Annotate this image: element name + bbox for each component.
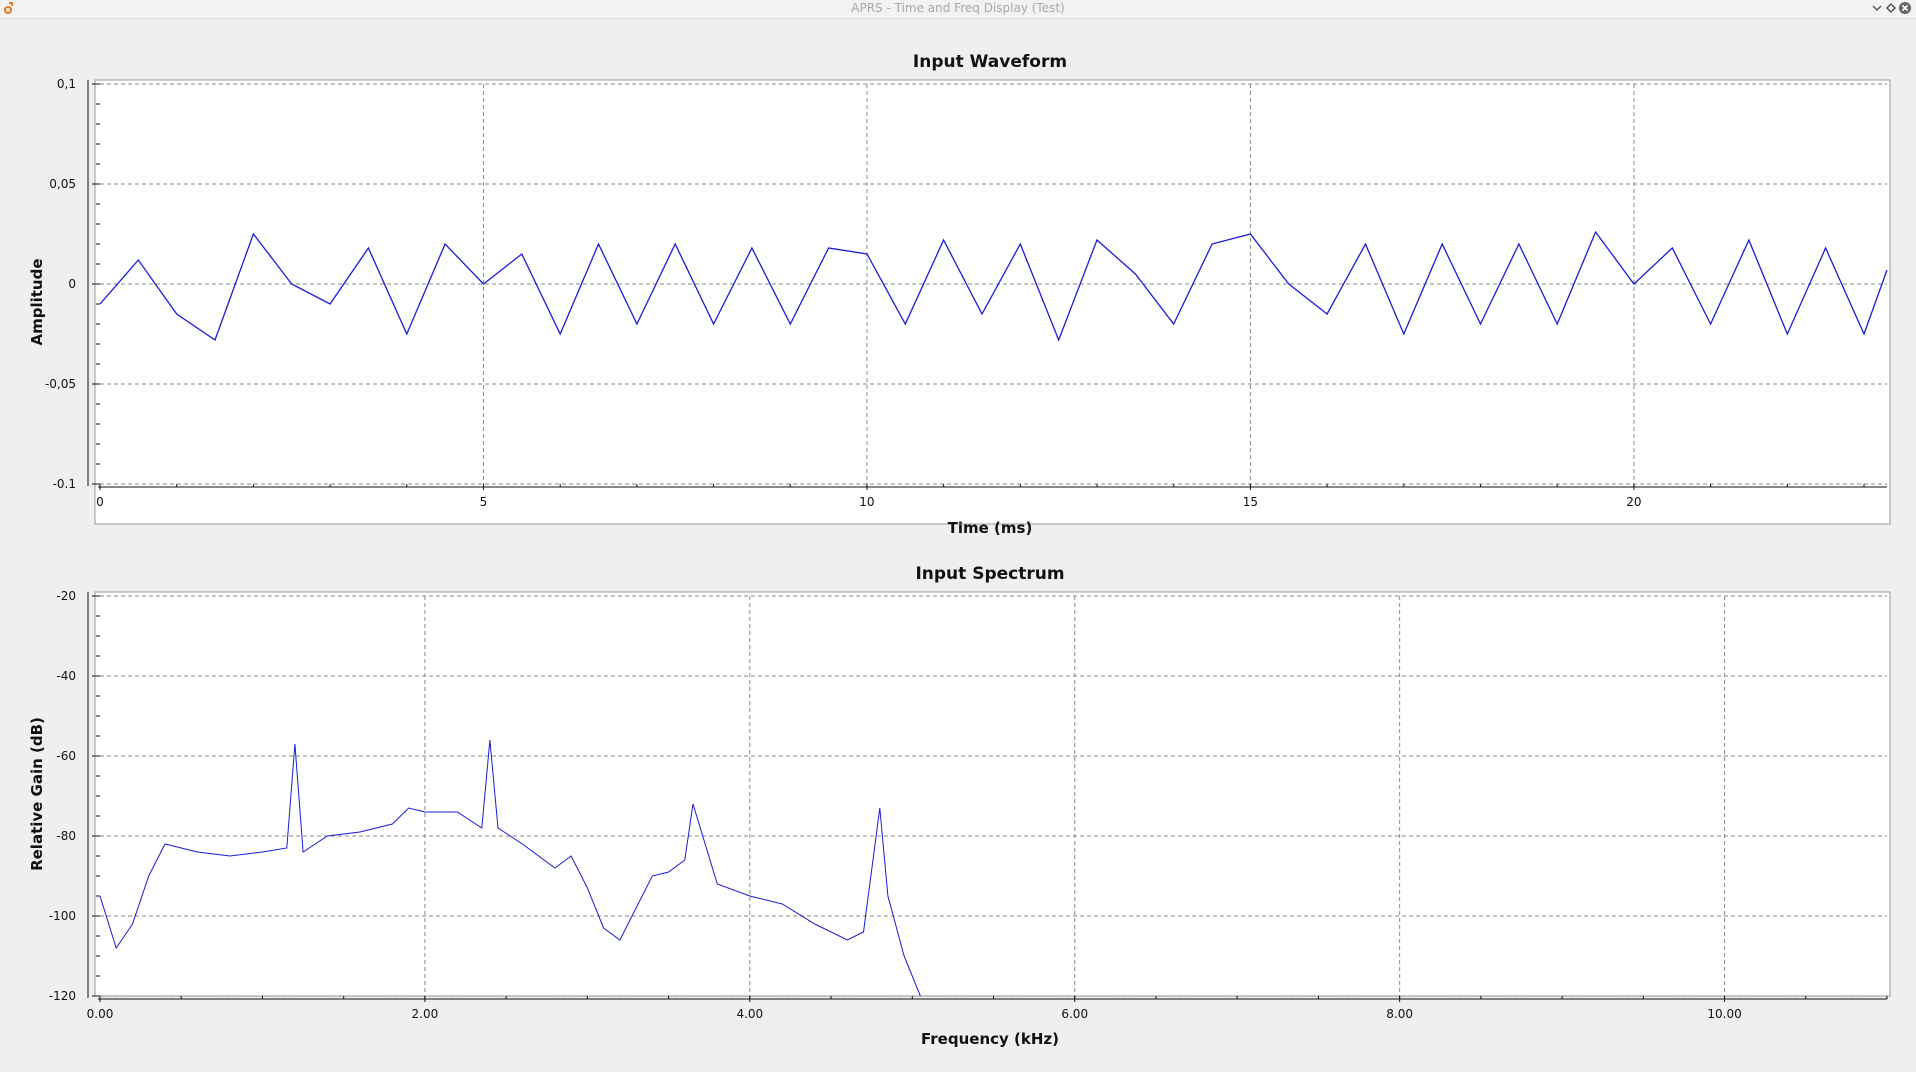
x-tick-label: 0 xyxy=(96,495,104,509)
x-tick-label: 10.00 xyxy=(1707,1007,1741,1021)
waveform-plot[interactable]: Input Waveform 0,1 0,05 0 -0,05 -0.1 0 5… xyxy=(0,40,1916,550)
close-icon[interactable] xyxy=(1898,1,1912,15)
window-titlebar: APRS - Time and Freq Display (Test) xyxy=(0,0,1916,19)
y-tick-label: -20 xyxy=(56,589,76,603)
waveform-trace xyxy=(99,230,1888,342)
waveform-axes xyxy=(87,80,1887,490)
y-tick-label: -60 xyxy=(56,749,76,763)
x-tick-label: 4.00 xyxy=(736,1007,763,1021)
spectrum-x-axis-title: Frequency (kHz) xyxy=(921,1030,1059,1048)
x-tick-label: 5 xyxy=(480,495,488,509)
waveform-canvas xyxy=(94,79,1891,525)
y-tick-label: -0.1 xyxy=(53,477,76,491)
gnuradio-icon xyxy=(4,2,13,14)
spectrum-canvas xyxy=(94,591,1891,997)
waveform-x-axis-title: Time (ms) xyxy=(948,519,1033,537)
spectrum-y-tick-labels: -20 -40 -60 -80 -100 -120 xyxy=(49,589,76,1003)
y-tick-label: -40 xyxy=(56,669,76,683)
spectrum-y-axis-title: Relative Gain (dB) xyxy=(28,717,46,871)
x-tick-label: 20 xyxy=(1626,495,1641,509)
waveform-title: Input Waveform xyxy=(913,52,1067,72)
y-tick-label: -100 xyxy=(49,909,76,923)
x-tick-label: 15 xyxy=(1243,495,1258,509)
waveform-y-tick-labels: 0,1 0,05 0 -0,05 -0.1 xyxy=(45,77,76,491)
y-tick-label: -0,05 xyxy=(45,377,76,391)
y-tick-label: 0,1 xyxy=(57,77,76,91)
spectrum-grid xyxy=(100,595,1887,997)
waveform-x-tick-labels: 0 5 10 15 20 xyxy=(96,495,1641,509)
x-tick-label: 6.00 xyxy=(1061,1007,1088,1021)
spectrum-plot[interactable]: Input Spectrum -20 -40 -60 -80 -100 -120… xyxy=(0,552,1916,1062)
waveform-y-axis-title: Amplitude xyxy=(28,258,46,345)
x-tick-label: 0.00 xyxy=(87,1007,114,1021)
x-tick-label: 2.00 xyxy=(412,1007,439,1021)
y-tick-label: -120 xyxy=(49,989,76,1003)
minimize-icon[interactable] xyxy=(1870,1,1884,15)
spectrum-title: Input Spectrum xyxy=(915,564,1064,584)
x-tick-label: 10 xyxy=(859,495,874,509)
y-tick-label: 0,05 xyxy=(49,177,76,191)
y-tick-label: -80 xyxy=(56,829,76,843)
x-tick-label: 8.00 xyxy=(1386,1007,1413,1021)
maximize-icon[interactable] xyxy=(1884,1,1898,15)
window-title: APRS - Time and Freq Display (Test) xyxy=(851,1,1065,15)
spectrum-axes xyxy=(87,592,1888,1002)
spectrum-x-tick-labels: 0.00 2.00 4.00 6.00 8.00 10.00 xyxy=(87,1007,1742,1021)
y-tick-label: 0 xyxy=(68,277,76,291)
spectrum-trace xyxy=(99,739,921,997)
